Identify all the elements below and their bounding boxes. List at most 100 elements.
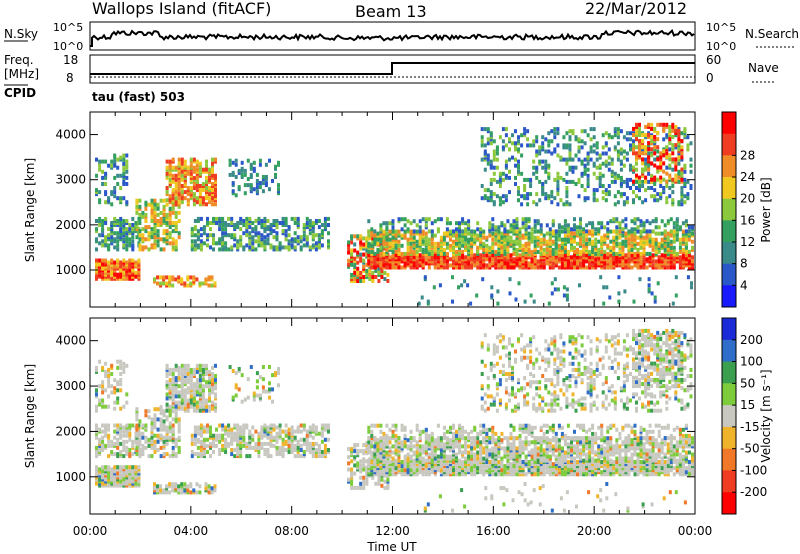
power-cell — [272, 219, 276, 223]
power-cell — [524, 227, 528, 232]
power-cell — [659, 194, 663, 199]
velocity-cell — [116, 423, 120, 428]
velocity-cell — [210, 486, 214, 491]
power-cell — [382, 221, 386, 226]
power-cell — [638, 139, 641, 144]
power-cell — [616, 131, 620, 136]
power-cell — [327, 231, 330, 236]
power-cell — [636, 217, 640, 222]
power-cell — [627, 247, 631, 252]
power-cell — [458, 241, 461, 246]
power-cell — [686, 147, 690, 152]
power-cell — [457, 285, 460, 290]
power-cell — [135, 235, 139, 240]
velocity-cell — [116, 467, 120, 472]
power-cell — [632, 165, 635, 170]
power-cell — [687, 249, 691, 254]
power-cell — [553, 196, 557, 201]
power-cell — [320, 223, 324, 227]
power-cell — [553, 131, 557, 136]
power-cell — [533, 243, 537, 248]
power-cell — [654, 265, 658, 270]
power-cell — [195, 196, 199, 201]
power-cell — [580, 171, 584, 176]
power-cell — [287, 239, 291, 244]
power-cell — [674, 177, 678, 182]
velocity-cell — [165, 488, 169, 493]
power-cell — [530, 249, 534, 254]
velocity-cell — [122, 433, 126, 438]
velocity-cell — [104, 404, 108, 409]
power-cell — [630, 247, 634, 252]
velocity-cell — [266, 431, 270, 436]
velocity-cell — [171, 404, 175, 409]
power-cell — [210, 283, 214, 288]
power-cell — [131, 231, 135, 236]
power-cell — [681, 229, 685, 234]
power-cell — [524, 229, 528, 234]
colorbar-segment — [722, 177, 736, 200]
power-cell — [204, 277, 208, 282]
power-cell — [263, 223, 267, 227]
power-cell — [509, 227, 513, 232]
power-cell — [125, 247, 129, 252]
power-cell — [613, 179, 617, 184]
power-ylabel: Slant Range [km] — [23, 158, 37, 262]
power-cell — [645, 259, 649, 264]
power-cell — [486, 157, 490, 162]
velocity-cell — [214, 402, 217, 407]
power-cell — [104, 190, 108, 195]
velocity-cell — [122, 443, 126, 448]
power-cell — [629, 131, 632, 136]
power-cell — [95, 227, 98, 232]
colorbar-tick-label: 16 — [740, 213, 755, 227]
velocity-cell — [95, 388, 98, 393]
power-cell — [618, 223, 622, 228]
velocity-cell — [239, 437, 243, 442]
power-cell — [397, 257, 401, 262]
power-cell — [662, 177, 666, 182]
velocity-cell — [135, 431, 139, 436]
power-cell — [647, 277, 651, 282]
power-cell — [113, 186, 117, 190]
power-cell — [208, 177, 211, 182]
velocity-cell — [180, 388, 184, 393]
power-cell — [489, 190, 493, 195]
power-cell — [582, 235, 586, 240]
power-cell — [642, 265, 646, 270]
power-cell — [548, 229, 552, 234]
power-cell — [230, 221, 234, 225]
power-cell — [107, 264, 111, 269]
velocity-cell — [131, 439, 135, 444]
nave-label: Nave — [748, 61, 779, 75]
power-cell — [609, 265, 613, 270]
power-cell — [373, 251, 377, 256]
power-cell — [684, 219, 688, 224]
power-cell — [547, 139, 551, 144]
velocity-cell — [263, 423, 267, 428]
velocity-cell — [168, 490, 172, 495]
colorbar-frame — [721, 111, 737, 308]
velocity-cell — [272, 437, 276, 442]
power-cell — [544, 196, 548, 201]
power-cell — [317, 233, 321, 238]
power-cell — [400, 243, 404, 248]
velocity-cell — [183, 365, 187, 370]
power-cell — [625, 177, 629, 182]
power-cell — [615, 259, 619, 264]
power-cell — [368, 272, 372, 277]
power-cell — [563, 229, 567, 234]
power-cell — [642, 259, 646, 264]
power-cell — [683, 200, 687, 205]
colorbar-segment — [722, 112, 736, 135]
velocity-cell — [135, 452, 139, 457]
velocity-cell — [198, 404, 202, 409]
power-cell — [110, 221, 114, 225]
velocity-cell — [275, 435, 279, 440]
velocity-cell — [177, 484, 181, 489]
power-cell — [672, 245, 676, 250]
velocity-cell — [201, 400, 205, 405]
power-cell — [353, 256, 357, 261]
power-cell — [583, 188, 587, 193]
velocity-cell — [168, 427, 172, 432]
